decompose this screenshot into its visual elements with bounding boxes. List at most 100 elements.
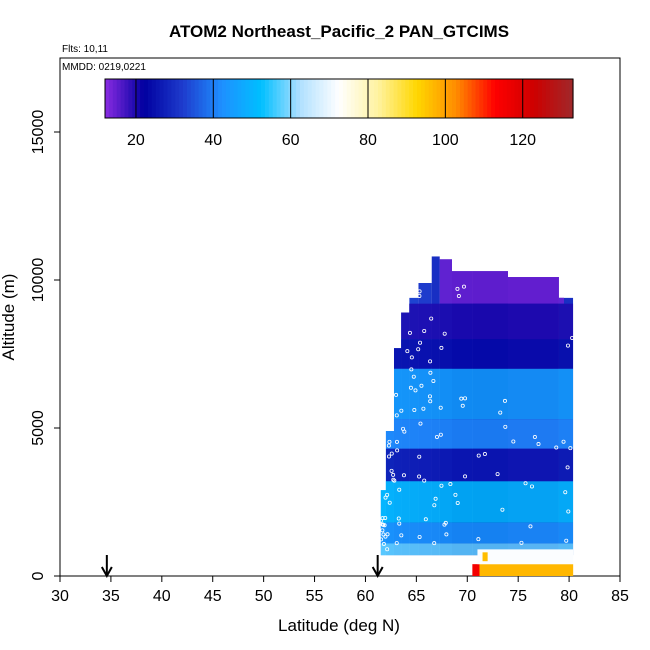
y-tick-label: 0 (30, 571, 47, 580)
colorbar-segment (413, 79, 418, 118)
sample-point (563, 490, 568, 495)
colorbar-segment (366, 79, 371, 118)
colorbar-segment (479, 79, 484, 118)
sample-point (389, 468, 394, 473)
sample-point (554, 445, 559, 450)
sample-point (564, 538, 569, 543)
sample-point (422, 478, 427, 483)
colorbar-segment (284, 79, 289, 118)
layer-cell-0 (439, 256, 564, 304)
sample-point (416, 347, 421, 352)
x-tick-label: 65 (407, 588, 425, 605)
x-tick-label: 35 (102, 588, 120, 605)
colorbar-segment (233, 79, 239, 118)
y-axis: 0 5000 10000 15000 (30, 110, 60, 580)
colorbar-segment (569, 79, 574, 118)
sample-point (418, 340, 423, 345)
colorbar-segment (553, 79, 558, 118)
colorbar-segment (112, 79, 118, 118)
sample-point (386, 454, 391, 459)
colorbar-segment (381, 79, 387, 118)
colorbar-tick-label: 80 (359, 132, 377, 149)
colorbar-segment (436, 79, 441, 118)
colorbar-segment (471, 79, 477, 118)
sample-point (476, 537, 481, 542)
colorbar-segment (354, 79, 360, 118)
plot-area (59, 57, 621, 577)
colorbar-segment (498, 79, 504, 118)
sample-point (394, 413, 399, 418)
colorbar-segment (502, 79, 508, 118)
colorbar-segment (225, 79, 231, 118)
y-tick-label: 10000 (30, 258, 47, 303)
sample-point (391, 477, 396, 482)
sample-point (386, 443, 391, 448)
colorbar-segment (440, 79, 445, 118)
surface-cell-1 (479, 564, 574, 576)
colorbar-segment (444, 79, 449, 118)
colorbar-segment (261, 79, 266, 118)
x-axis-label: Latitude (deg N) (278, 616, 400, 635)
colorbar-segment (300, 79, 305, 118)
sample-point (431, 378, 436, 383)
colorbar-segment (108, 79, 114, 118)
layer-cell-5 (385, 448, 574, 482)
colorbar-tick-label: 60 (282, 132, 300, 149)
x-axis: 30 35 40 45 50 55 60 65 70 75 80 85 (51, 576, 629, 605)
colorbar-segment (385, 79, 391, 118)
x-tick-label: 30 (51, 588, 69, 605)
colorbar-segment (144, 79, 149, 118)
colorbar-segment (159, 79, 165, 118)
sample-point (380, 528, 385, 533)
sample-point (566, 509, 571, 514)
colorbar-segment (140, 79, 145, 118)
colorbar-segment (393, 79, 399, 118)
colorbar-segment (514, 79, 519, 118)
sample-point (401, 426, 406, 431)
sample-point (439, 345, 444, 350)
heatmap-cells (380, 256, 574, 576)
colorbar-segment (264, 79, 270, 118)
colorbar-tick-label: 20 (127, 132, 145, 149)
sample-point (463, 474, 468, 479)
colorbar-segment (456, 79, 461, 118)
sample-point (438, 405, 443, 410)
sample-point (523, 481, 528, 486)
sample-point (432, 541, 437, 546)
colorbar-segment (190, 79, 196, 118)
sample-point (407, 330, 412, 335)
colorbar-segment (495, 79, 500, 118)
colorbar-segment (327, 79, 332, 118)
down-arrow-icon (371, 555, 384, 579)
sample-point (385, 532, 390, 537)
colorbar-segment (335, 79, 340, 118)
colorbar-segment (331, 79, 336, 118)
sample-point (461, 284, 466, 289)
colorbar-segment (132, 79, 137, 118)
sample-point (459, 396, 464, 401)
colorbar-segment (272, 79, 278, 118)
colorbar-segment (183, 79, 188, 118)
colorbar-segment (105, 79, 110, 118)
colorbar-segment (374, 79, 379, 118)
sample-point (405, 349, 410, 354)
sample-point (389, 451, 394, 456)
colorbar-segment (557, 79, 562, 118)
sample-point (383, 515, 388, 520)
colorbar-segment (206, 79, 211, 118)
sample-point (417, 293, 422, 298)
sample-point (438, 432, 443, 437)
flight-arrows (100, 555, 384, 579)
colorbar-segment (222, 79, 227, 118)
colorbar-segment (370, 79, 375, 118)
colorbar-segment (307, 79, 313, 118)
sample-point (423, 517, 428, 522)
colorbar-segment (229, 79, 235, 118)
sample-point (429, 316, 434, 321)
sample-point (427, 394, 432, 399)
colorbar-segment (463, 79, 469, 118)
sample-point (536, 442, 541, 447)
sample-point (500, 507, 505, 512)
colorbar-segment (428, 79, 434, 118)
